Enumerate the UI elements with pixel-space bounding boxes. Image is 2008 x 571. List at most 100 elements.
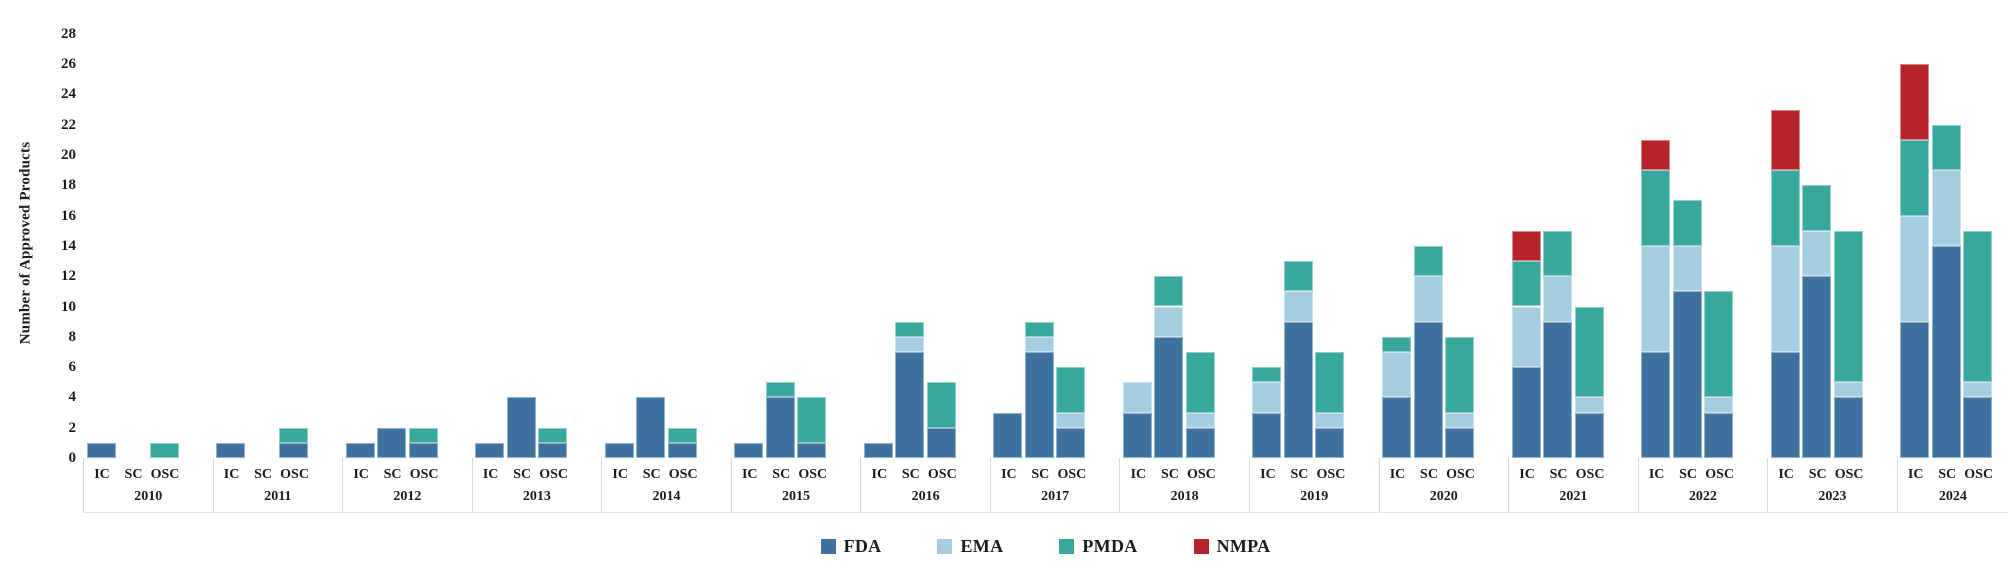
category-label-ic: IC (482, 467, 499, 482)
bar-2021-ic-pmda-segment (1511, 261, 1541, 307)
bar-2020-osc-ema-segment (1445, 412, 1474, 428)
category-label-osc: OSC (1705, 467, 1734, 482)
bar-2017-osc-fda-segment (1056, 427, 1086, 458)
bar-2024-ic-pmda-segment (1900, 139, 1930, 216)
bar-2021-ic-fda-segment (1511, 367, 1541, 458)
bar-2023-sc-ema-segment (1802, 230, 1832, 277)
bar-2016-sc-fda-segment (895, 351, 925, 458)
category-label-osc: OSC (798, 467, 828, 482)
category-label-osc: OSC (1446, 467, 1475, 482)
bar-2019-ic-ema-segment (1252, 382, 1282, 413)
bar-2017-ic-fda-segment (993, 412, 1023, 458)
y-tick-label: 14 (61, 237, 76, 254)
category-label-ic: IC (1130, 467, 1147, 482)
category-label-sc: SC (1549, 467, 1568, 482)
chart-legend: FDA EMA PMDA NMPA (83, 533, 2008, 559)
bar-2024-ic-ema-segment (1900, 215, 1930, 322)
y-tick-label: 12 (61, 268, 76, 285)
bar-2024-osc-ema-segment (1963, 382, 1993, 398)
bar-2021-sc-pmda-segment (1543, 230, 1573, 277)
bar-2021-ic-ema-segment (1511, 306, 1541, 368)
bar-2013-sc-fda-segment (506, 397, 536, 458)
bar-2020-sc-fda-segment (1413, 321, 1443, 458)
bar-2023-osc-pmda-segment (1833, 230, 1863, 383)
bar-2012-sc-fda-segment (377, 427, 407, 458)
category-label-osc: OSC (150, 467, 180, 482)
year-group-2023: IC SC OSC 2023 (1767, 458, 1897, 513)
legend-label: EMA (960, 535, 1004, 556)
bar-2017-sc-fda-segment (1024, 351, 1054, 458)
y-tick-label: 26 (61, 56, 76, 73)
bar-2021-osc-fda-segment (1574, 412, 1604, 458)
year-label: 2021 (1559, 489, 1588, 504)
bar-2020-ic-pmda-segment (1382, 336, 1411, 352)
year-group-2024: IC SC OSC 2024 (1896, 458, 2008, 513)
year-group-2019: IC SC OSC 2019 (1248, 458, 1379, 513)
bar-2015-osc-pmda-segment (797, 397, 827, 443)
y-tick-label: 28 (61, 25, 76, 42)
bar-2024-osc-fda-segment (1963, 397, 1993, 458)
bar-2011-ic-fda-segment (216, 442, 246, 458)
bar-2015-sc-fda-segment (765, 397, 795, 458)
bar-2022-ic-ema-segment (1641, 245, 1671, 352)
year-group-2016: IC SC OSC 2016 (860, 458, 990, 513)
bar-2012-ic-fda-segment (345, 442, 375, 458)
bar-2016-sc-ema-segment (895, 336, 925, 352)
bar-2018-sc-ema-segment (1154, 306, 1184, 337)
year-label: 2024 (1938, 489, 1967, 504)
bar-2022-osc-fda-segment (1704, 412, 1734, 458)
legend-item-fda: FDA (820, 536, 882, 557)
y-tick-label: 10 (61, 298, 76, 315)
year-group-2012: IC SC OSC 2012 (342, 458, 472, 513)
category-label-sc: SC (1938, 467, 1957, 482)
year-group-2011: IC SC OSC 2011 (212, 458, 343, 513)
bar-2019-sc-pmda-segment (1283, 261, 1313, 292)
y-tick-label: 4 (68, 389, 77, 406)
category-label-osc: OSC (409, 467, 439, 482)
category-label-sc: SC (901, 467, 920, 482)
category-label-sc: SC (1031, 467, 1050, 482)
bar-2022-ic-fda-segment (1641, 351, 1671, 458)
bar-2022-osc-ema-segment (1704, 397, 1734, 413)
legend-item-pmda: PMDA (1059, 536, 1137, 557)
category-label-osc: OSC (1575, 467, 1605, 482)
bar-2022-ic-nmpa-segment (1641, 139, 1671, 171)
category-label-osc: OSC (1186, 467, 1216, 482)
bar-2010-osc-pmda-segment (149, 442, 179, 458)
year-label: 2011 (264, 489, 292, 504)
category-label-sc: SC (772, 467, 791, 482)
year-group-2014: IC SC OSC 2014 (601, 458, 731, 513)
year-label: 2010 (134, 489, 163, 504)
category-label-ic: IC (94, 467, 110, 482)
bar-2018-osc-pmda-segment (1185, 351, 1215, 413)
bar-2017-sc-pmda-segment (1024, 321, 1054, 337)
category-label-sc: SC (1679, 467, 1698, 482)
bar-2013-osc-fda-segment (538, 442, 568, 458)
legend-item-nmpa: NMPA (1193, 536, 1271, 557)
category-label-osc: OSC (1964, 467, 1994, 482)
bar-2015-sc-pmda-segment (765, 382, 795, 398)
bar-2022-ic-pmda-segment (1641, 170, 1671, 246)
bar-2013-ic-fda-segment (475, 442, 505, 458)
bar-2016-osc-fda-segment (926, 427, 956, 458)
category-label-sc: SC (1290, 467, 1309, 482)
bar-2015-ic-fda-segment (734, 442, 764, 458)
category-label-ic: IC (1648, 467, 1665, 482)
bar-2024-ic-nmpa-segment (1900, 64, 1930, 140)
y-tick-label: 2 (68, 419, 77, 436)
bar-2023-ic-fda-segment (1770, 351, 1800, 458)
legend-swatch-nmpa (1193, 538, 1209, 554)
category-label-osc: OSC (668, 467, 698, 482)
bar-2024-sc-fda-segment (1931, 245, 1961, 458)
legend-swatch-pmda (1059, 538, 1075, 554)
bar-2020-ic-fda-segment (1382, 397, 1411, 458)
legend-swatch-fda (820, 538, 836, 554)
bar-2016-sc-pmda-segment (895, 321, 925, 337)
category-label-ic: IC (353, 467, 369, 482)
bar-2023-ic-ema-segment (1770, 245, 1800, 352)
category-label-ic: IC (1001, 467, 1017, 482)
bar-2023-sc-fda-segment (1802, 276, 1832, 458)
bar-2020-osc-fda-segment (1445, 427, 1474, 458)
bar-2018-sc-pmda-segment (1154, 276, 1184, 307)
